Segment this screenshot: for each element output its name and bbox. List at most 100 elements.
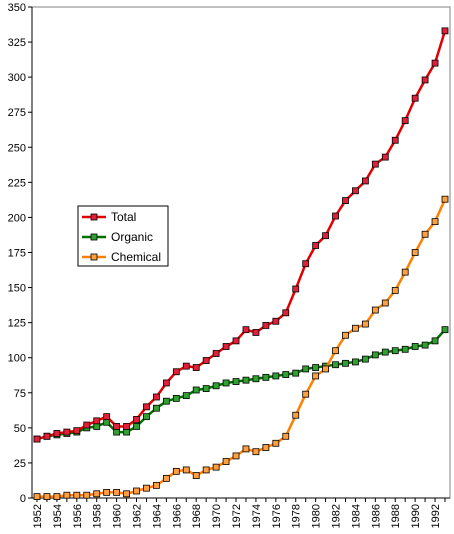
data-point [361, 320, 369, 328]
data-point [332, 361, 339, 369]
data-point [371, 351, 379, 359]
x-tick-label: 1968 [191, 504, 203, 528]
data-point [113, 428, 121, 436]
data-point [202, 357, 210, 364]
data-point [282, 432, 290, 440]
data-point [43, 432, 51, 440]
y-tick-label: 150 [8, 283, 26, 295]
y-tick-label: 50 [14, 423, 26, 435]
data-point [302, 365, 310, 373]
x-tick-label: 1970 [211, 504, 223, 528]
data-point [292, 285, 300, 293]
data-point [162, 474, 170, 482]
data-point [401, 117, 409, 125]
axes: 0 25 50 75 100 125 150 175 200 225 250 275 300 325 350… [8, 2, 451, 528]
data-point [202, 466, 210, 474]
data-point [53, 493, 61, 500]
series-chemical [33, 195, 449, 500]
x-tick-label: 1966 [171, 504, 183, 528]
data-point [252, 329, 260, 336]
data-point [212, 350, 220, 357]
data-point [143, 413, 150, 421]
data-point [312, 242, 320, 249]
data-point [133, 487, 140, 495]
data-point [153, 393, 160, 401]
data-point [312, 372, 320, 380]
data-point [252, 448, 260, 456]
data-point [411, 249, 419, 256]
data-point [93, 417, 101, 425]
series-organic [33, 326, 449, 443]
data-point [103, 413, 111, 421]
data-point [73, 427, 81, 435]
y-tick-label: 25 [14, 458, 26, 470]
data-point [292, 369, 300, 377]
data-point [441, 195, 449, 203]
data-point [401, 345, 409, 353]
data-point [143, 403, 150, 411]
data-point [431, 218, 439, 226]
data-point [421, 341, 429, 349]
data-point [282, 371, 290, 378]
data-point [232, 452, 240, 460]
data-point [332, 347, 339, 355]
legend-item-chemical: Chemical [82, 250, 161, 264]
data-point [282, 309, 290, 317]
data-point [342, 331, 349, 339]
x-tick-label: 1988 [390, 504, 402, 528]
data-point [361, 355, 369, 363]
data-point [252, 375, 260, 383]
data-point [182, 362, 190, 370]
data-point [441, 27, 449, 35]
data-point [262, 322, 270, 329]
data-point [292, 411, 300, 419]
data-point [172, 394, 180, 402]
legend-swatch-marker [90, 213, 98, 221]
data-point [242, 445, 250, 453]
data-point [33, 493, 41, 500]
data-point [391, 347, 399, 355]
data-point [153, 481, 160, 489]
series-lines [33, 27, 449, 500]
data-point [222, 379, 230, 387]
y-tick-label: 75 [14, 388, 26, 400]
data-point [63, 491, 71, 499]
data-point [123, 428, 130, 436]
x-tick-label: 1958 [92, 504, 104, 528]
data-point [332, 212, 339, 220]
data-point [342, 359, 349, 367]
x-tick-label: 1990 [410, 504, 422, 528]
data-point [162, 397, 170, 405]
data-point [93, 423, 101, 430]
x-tick-label: 1972 [231, 504, 243, 528]
data-point [113, 488, 121, 496]
data-point [302, 390, 310, 398]
data-point [242, 326, 250, 334]
y-tick-label: 225 [8, 177, 26, 189]
data-point [83, 491, 91, 499]
x-tick-label: 1960 [112, 504, 124, 528]
legend-label: Total [111, 210, 136, 224]
y-tick-label: 200 [8, 212, 26, 224]
data-point [381, 153, 389, 161]
data-point [222, 458, 230, 465]
data-point [192, 364, 200, 371]
x-tick-label: 1962 [132, 504, 144, 528]
data-point [262, 444, 270, 451]
data-point [153, 404, 160, 412]
data-point [83, 421, 91, 429]
data-point [272, 317, 280, 325]
data-point [391, 136, 399, 144]
data-point [63, 428, 71, 436]
data-point [242, 376, 250, 384]
data-point [371, 160, 379, 168]
legend-item-total: Total [82, 210, 136, 224]
data-point [103, 488, 111, 496]
data-point [192, 386, 200, 394]
data-point [441, 326, 449, 334]
data-point [222, 343, 230, 350]
x-tick-label: 1976 [271, 504, 283, 528]
data-point [322, 232, 329, 240]
data-point [172, 467, 180, 475]
